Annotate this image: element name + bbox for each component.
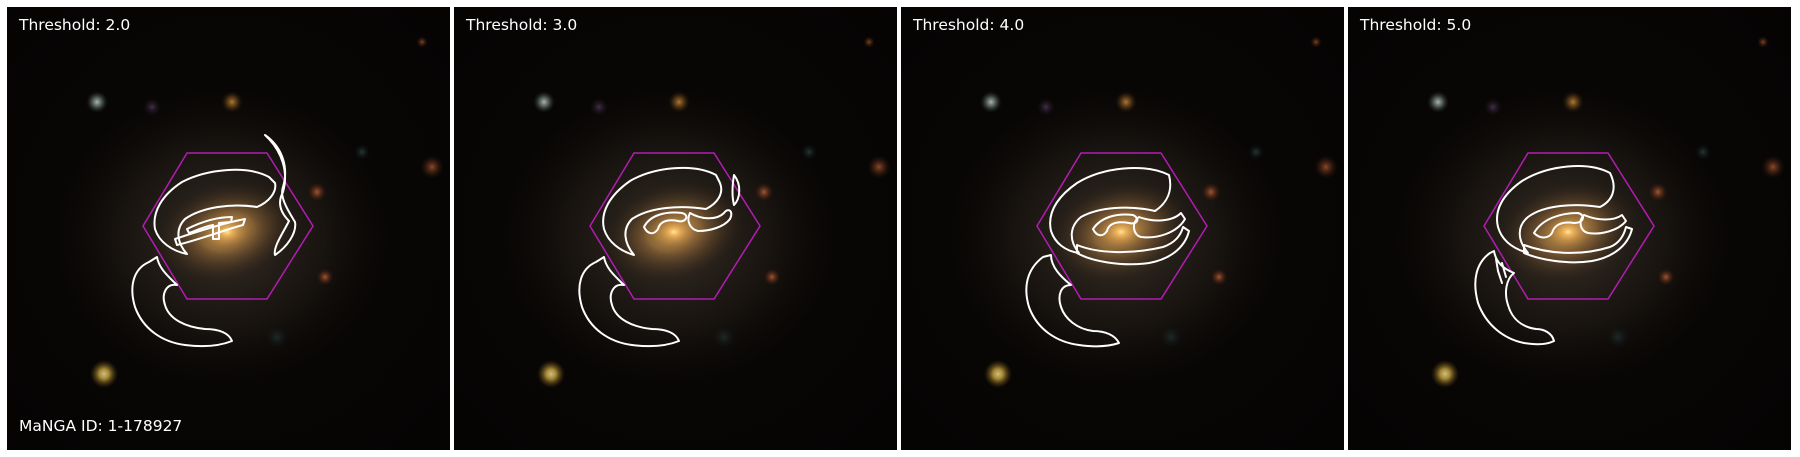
galaxy-image <box>7 7 450 450</box>
contour-lines <box>1025 167 1190 348</box>
contour-lines <box>131 134 297 348</box>
contour-lines <box>578 166 741 348</box>
contour-lines <box>1474 165 1633 346</box>
image-panel-1: Threshold: 2.0 MaNGA ID: 1-178927 <box>7 7 450 450</box>
threshold-label: Threshold: 4.0 <box>913 16 1025 34</box>
threshold-label: Threshold: 3.0 <box>466 16 578 34</box>
hexagon-outline <box>589 152 761 300</box>
hexagon-outline <box>142 152 314 300</box>
hexagon-outline <box>1483 152 1655 300</box>
galaxy-id-label: MaNGA ID: 1-178927 <box>19 416 183 435</box>
image-panel-3: Threshold: 4.0 <box>901 7 1344 450</box>
image-panel-4: Threshold: 5.0 <box>1348 7 1791 450</box>
galaxy-image <box>1348 7 1791 450</box>
threshold-label: Threshold: 2.0 <box>19 16 131 34</box>
hexagon-outline <box>1036 152 1208 300</box>
threshold-label: Threshold: 5.0 <box>1360 16 1472 34</box>
galaxy-image <box>901 7 1344 450</box>
image-panel-2: Threshold: 3.0 <box>454 7 897 450</box>
galaxy-image <box>454 7 897 450</box>
